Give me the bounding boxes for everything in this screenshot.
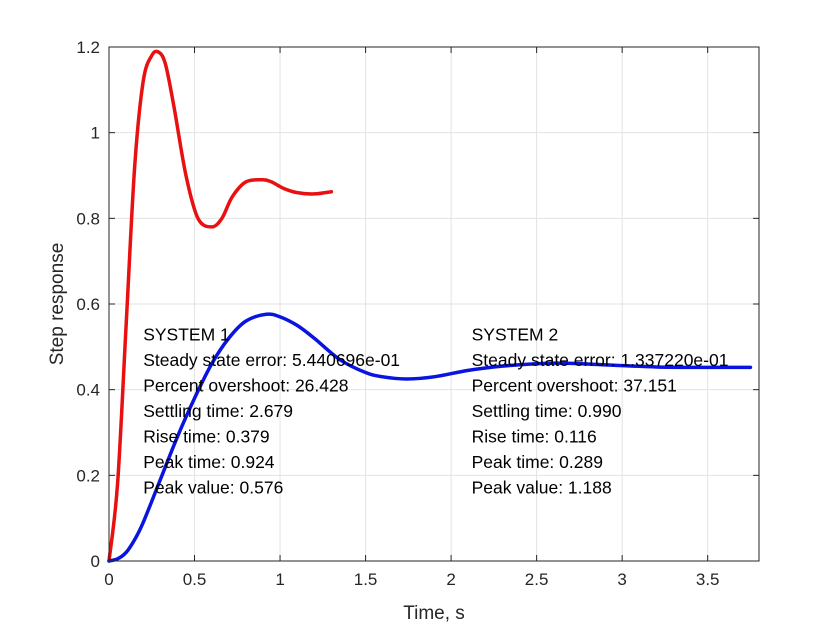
annotation-text-2: Settling time: 0.990 [472, 401, 622, 421]
series-line-1 [107, 49, 334, 563]
x-axis-ticks: 0 0.5 1 1.5 2 2.5 3 3.5 [104, 47, 720, 589]
y-tick-label: 0.2 [76, 466, 100, 485]
x-tick-label: 1.5 [354, 570, 378, 589]
x-tick-label: 1 [275, 570, 284, 589]
annotation-text-1: Peak value: 0.576 [143, 477, 283, 497]
y-tick-label: 0.6 [76, 295, 100, 314]
annotation-text-2: SYSTEM 2 [472, 324, 559, 344]
y-tick-label: 0.4 [76, 381, 100, 400]
series-line-2 [107, 312, 753, 563]
annotation-text-2: Peak value: 1.188 [472, 477, 612, 497]
annotation-text-2: Rise time: 0.116 [472, 426, 597, 446]
series-group [107, 49, 753, 563]
y-tick-label: 1.2 [76, 38, 100, 57]
annotation-text-1: Steady state error: 5.440696e-01 [143, 350, 400, 370]
x-axis-label: Time, s [403, 603, 465, 624]
annotation-text-2: Steady state error: 1.337220e-01 [472, 350, 729, 370]
x-tick-label: 0 [104, 570, 113, 589]
annotation-text-1: Settling time: 2.679 [143, 401, 293, 421]
annotation-text-2: Percent overshoot: 37.151 [472, 375, 677, 395]
y-tick-label: 1 [91, 124, 100, 143]
y-axis-ticks: 0 0.2 0.4 0.6 0.8 1 1.2 [76, 38, 759, 571]
x-tick-label: 0.5 [183, 570, 207, 589]
x-tick-label: 3 [617, 570, 626, 589]
annotation-text-1: Percent overshoot: 26.428 [143, 375, 348, 395]
x-tick-label: 2 [446, 570, 455, 589]
annotation-text-1: Peak time: 0.924 [143, 452, 275, 472]
y-tick-label: 0.8 [76, 209, 100, 228]
annotation-text-2: Peak time: 0.289 [472, 452, 603, 472]
x-tick-label: 3.5 [696, 570, 720, 589]
y-tick-label: 0 [91, 552, 100, 571]
annotation-text-1: SYSTEM 1 [143, 324, 230, 344]
y-axis-label: Step response [47, 243, 68, 366]
annotations: SYSTEM 1 Steady state error: 5.440696e-01… [143, 324, 728, 497]
annotation-text-1: Rise time: 0.379 [143, 426, 269, 446]
x-tick-label: 2.5 [525, 570, 549, 589]
